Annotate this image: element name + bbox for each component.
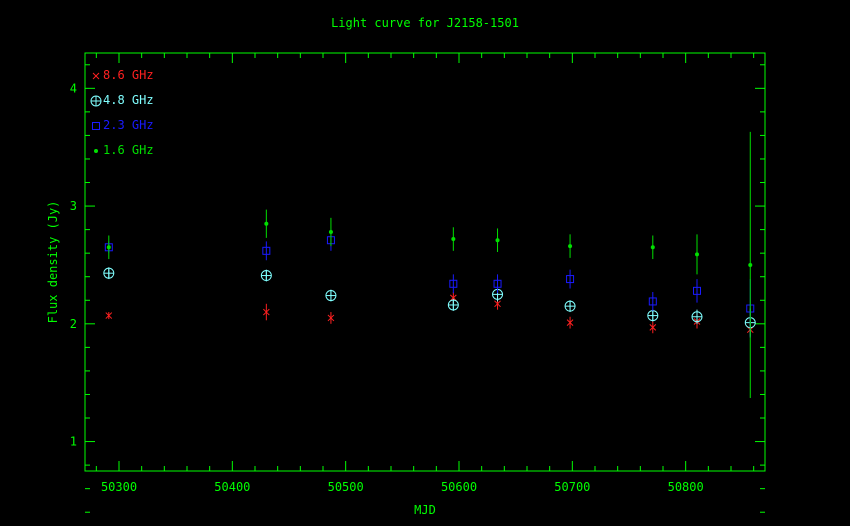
data-point — [494, 300, 501, 308]
data-point — [262, 246, 271, 255]
data-point — [495, 238, 500, 243]
data-point — [451, 237, 456, 242]
data-point — [103, 267, 115, 279]
data-point — [649, 323, 657, 331]
legend-marker — [92, 72, 100, 80]
y-tick-label: 3 — [70, 199, 77, 213]
data-point — [566, 319, 574, 326]
x-tick-label: 50600 — [441, 480, 477, 494]
data-point — [568, 244, 573, 249]
data-point — [650, 245, 655, 250]
legend-marker — [94, 149, 98, 153]
legend: 8.6 GHz 4.8 GHz 2.3 GHz 1.6 GHz — [90, 68, 154, 157]
data-point — [691, 311, 703, 323]
data-point — [695, 252, 699, 257]
y-tick-label: 2 — [70, 317, 77, 331]
y-tick-label: 4 — [70, 81, 77, 95]
data-point — [493, 279, 502, 288]
x-tick-label: 50800 — [668, 480, 704, 494]
legend-label: 1.6 GHz — [103, 143, 154, 157]
legend-label: 8.6 GHz — [103, 68, 154, 82]
data-point — [566, 275, 575, 284]
x-tick-label: 50400 — [214, 480, 250, 494]
data-point — [693, 286, 701, 295]
data-point — [647, 310, 659, 322]
data-point — [449, 279, 458, 288]
plot-frame — [84, 52, 766, 472]
x-axis-label: MJD — [414, 503, 436, 517]
y-axis-label: Flux density (Jy) — [46, 201, 60, 324]
data-point — [106, 245, 111, 250]
data-point — [648, 297, 657, 306]
data-point — [447, 299, 459, 311]
chart-title: Light curve for J2158-1501 — [331, 16, 519, 30]
data-point — [328, 229, 333, 234]
legend-label: 4.8 GHz — [103, 93, 154, 107]
data-point — [327, 314, 335, 322]
y-tick-label: 1 — [70, 435, 77, 449]
x-tick-label: 50500 — [328, 480, 364, 494]
data-point — [325, 290, 337, 302]
x-tick-label: 50700 — [554, 480, 590, 494]
data-point — [105, 312, 113, 319]
axis-ticks: 50300 50400 50500 50600 50700 50800 1 2 3 4 — [70, 53, 765, 513]
legend-marker — [92, 122, 100, 130]
data-point — [262, 308, 270, 316]
data-point — [264, 221, 269, 226]
data-point — [260, 270, 272, 282]
data-marks — [103, 131, 756, 398]
legend-marker — [90, 95, 102, 107]
series-4-8-ghz — [103, 267, 756, 337]
series-2-3-ghz — [104, 229, 755, 338]
legend-label: 2.3 GHz — [103, 118, 154, 132]
data-point — [748, 262, 753, 267]
data-point — [564, 300, 576, 312]
series-1-6-ghz — [106, 131, 753, 398]
x-tick-label: 50300 — [101, 480, 137, 494]
